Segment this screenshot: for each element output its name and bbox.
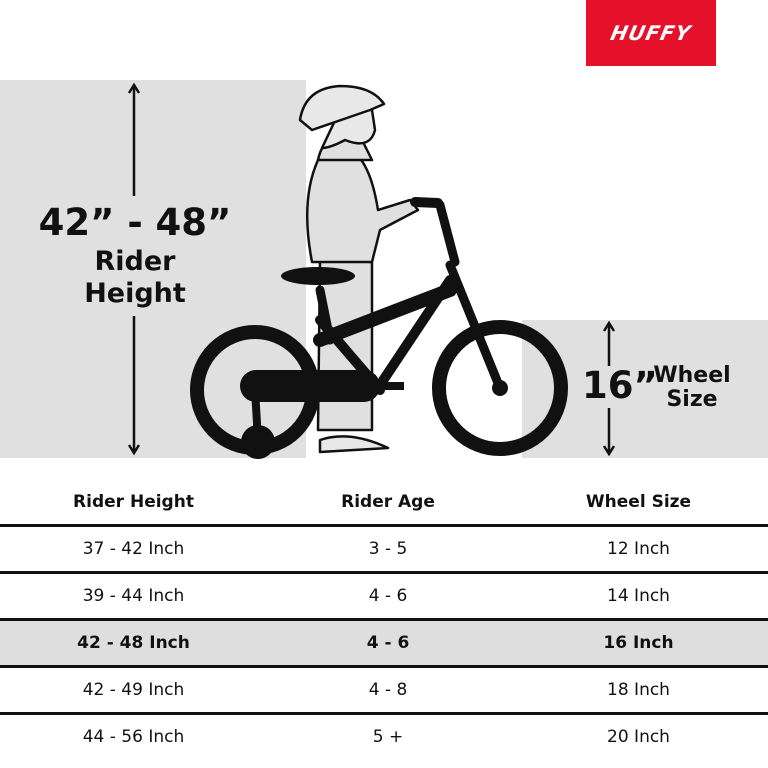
table-row: 44 - 56 Inch 5 + 20 Inch xyxy=(0,714,768,760)
wheel-size-text-2: Size xyxy=(666,387,718,412)
cell-rider-age: 3 - 5 xyxy=(267,525,509,574)
cell-wheel-size: 20 Inch xyxy=(607,727,670,747)
child-with-bike-illustration xyxy=(127,82,616,459)
wheel-size-text-1: Wheel xyxy=(653,363,731,388)
huffy-logo: HUFFY xyxy=(586,0,716,66)
wheel-size-label: Wheel Size xyxy=(652,364,732,412)
cell-wheel-size: 18 Inch xyxy=(509,666,768,715)
table-row-highlighted: 42 - 48 Inch 4 - 6 16 Inch xyxy=(0,619,768,668)
cell-rider-age: 4 - 8 xyxy=(267,666,509,715)
cell-rider-age: 4 - 6 xyxy=(267,619,509,668)
cell-rider-age: 5 + xyxy=(372,727,404,747)
table-header-row: Rider Height Rider Age Wheel Size xyxy=(0,480,768,527)
rider-height-label: 42” - 48” Rider Height xyxy=(30,200,240,310)
saddle xyxy=(281,267,355,285)
header-wheel-size: Wheel Size xyxy=(509,480,768,527)
wheel-size-value: 16” xyxy=(582,364,658,407)
cell-rider-height: 39 - 44 Inch xyxy=(0,572,267,621)
wheel-arrow-icon xyxy=(602,320,616,457)
cell-rider-height: 44 - 56 Inch xyxy=(82,727,185,747)
rider-height-text-1: Rider xyxy=(94,246,176,277)
cell-wheel-size: 14 Inch xyxy=(509,572,768,621)
rider-height-value: 42” - 48” xyxy=(38,201,232,244)
table-row: 37 - 42 Inch 3 - 5 12 Inch xyxy=(0,525,768,574)
table-row: 39 - 44 Inch 4 - 6 14 Inch xyxy=(0,572,768,621)
pedal xyxy=(380,382,404,390)
chain-guard xyxy=(240,370,380,402)
cell-wheel-size: 16 Inch xyxy=(509,619,768,668)
cell-rider-height: 42 - 49 Inch xyxy=(0,666,267,715)
cell-rider-height: 42 - 48 Inch xyxy=(0,619,267,668)
rider-height-text-2: Height xyxy=(84,278,186,309)
training-wheel xyxy=(241,425,275,459)
table-row: 42 - 49 Inch 4 - 8 18 Inch xyxy=(0,666,768,715)
header-rider-age: Rider Age xyxy=(267,480,509,527)
cell-rider-height: 37 - 42 Inch xyxy=(0,525,267,574)
cell-rider-age: 4 - 6 xyxy=(267,572,509,621)
header-rider-height: Rider Height xyxy=(0,480,267,527)
cell-wheel-size: 12 Inch xyxy=(509,525,768,574)
height-arrow-icon xyxy=(127,82,141,456)
size-chart-table: Rider Height Rider Age Wheel Size 37 - 4… xyxy=(0,480,768,759)
front-wheel xyxy=(432,320,568,456)
